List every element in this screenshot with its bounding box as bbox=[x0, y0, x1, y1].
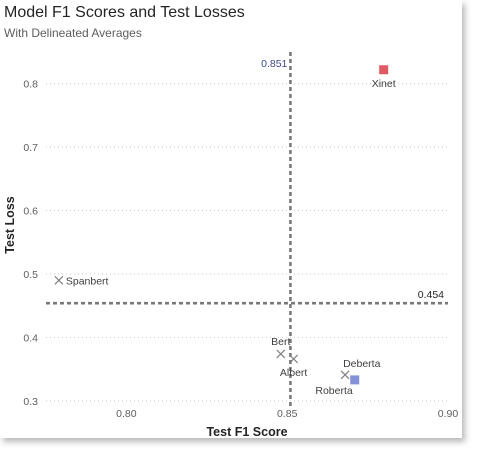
axis-ticks: 0.3 0.4 0.5 0.6 0.7 0.8 0.80 0.85 0.90 bbox=[23, 79, 458, 420]
point-label-albert: Albert bbox=[280, 367, 308, 379]
reference-lines: 0.851 0.454 bbox=[46, 52, 448, 408]
y-tick-label: 0.5 bbox=[23, 269, 38, 281]
x-average-label: 0.851 bbox=[261, 58, 287, 70]
chart-card: Model F1 Scores and Test Losses With Del… bbox=[3, 4, 459, 439]
x-tick-label: 0.85 bbox=[277, 408, 298, 420]
point-label-xinet: Xinet bbox=[372, 78, 396, 90]
chart-title: Model F1 Scores and Test Losses bbox=[4, 4, 245, 21]
point-spanbert bbox=[54, 275, 64, 285]
x-tick-label: 0.90 bbox=[438, 408, 459, 420]
data-points: Xinet Spanbert Bert Albert Deberta Roberta bbox=[54, 65, 396, 397]
point-label-bert: Bert bbox=[271, 336, 290, 348]
point-label-spanbert: Spanbert bbox=[66, 275, 109, 287]
x-tick-label: 0.80 bbox=[116, 408, 137, 420]
y-average-label: 0.454 bbox=[418, 289, 444, 301]
y-axis-title: Test Loss bbox=[3, 196, 17, 253]
point-xinet bbox=[379, 65, 389, 75]
point-albert bbox=[289, 354, 299, 364]
y-tick-label: 0.3 bbox=[23, 396, 38, 408]
point-deberta bbox=[340, 370, 350, 380]
y-tick-label: 0.6 bbox=[23, 206, 38, 218]
y-tick-label: 0.8 bbox=[23, 79, 38, 91]
chart-subtitle: With Delineated Averages bbox=[4, 26, 142, 40]
point-roberta bbox=[350, 375, 360, 385]
y-tick-label: 0.4 bbox=[23, 332, 38, 344]
y-tick-label: 0.7 bbox=[23, 142, 38, 154]
point-label-deberta: Deberta bbox=[343, 358, 381, 370]
point-bert bbox=[276, 349, 286, 359]
gridlines bbox=[46, 83, 448, 402]
point-label-roberta: Roberta bbox=[315, 385, 353, 397]
x-axis-title: Test F1 Score bbox=[206, 425, 287, 439]
